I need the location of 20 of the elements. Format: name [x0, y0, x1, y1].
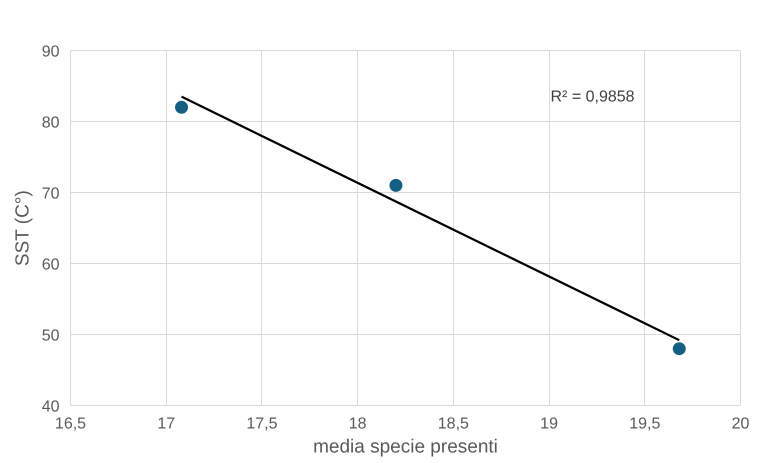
x-tick-label: 17,5 [246, 416, 278, 432]
annotation: R² = 0,9858 [550, 88, 635, 106]
x-tick-label: 20 [732, 416, 750, 432]
x-axis-title: media specie presenti [313, 436, 498, 458]
y-tick-label: 70 [42, 186, 60, 202]
x-tick-label: 18,5 [438, 416, 470, 432]
y-tick-label: 80 [42, 114, 60, 132]
x-tick-label: 18 [348, 416, 367, 432]
y-tick-label: 90 [42, 44, 60, 60]
y-axis-title: SST (C°) [12, 190, 34, 266]
point [672, 342, 686, 356]
y-tick-label: 40 [42, 398, 60, 416]
x-tick-label: 17 [157, 416, 176, 432]
x-tick-label: 19,5 [629, 416, 660, 432]
point [175, 100, 188, 114]
point [389, 178, 402, 192]
y-tick-label: 60 [42, 256, 60, 274]
x-tick-label: 16,5 [54, 416, 86, 432]
y-tick-label: 50 [42, 328, 60, 344]
x-tick-label: 19 [540, 416, 558, 432]
